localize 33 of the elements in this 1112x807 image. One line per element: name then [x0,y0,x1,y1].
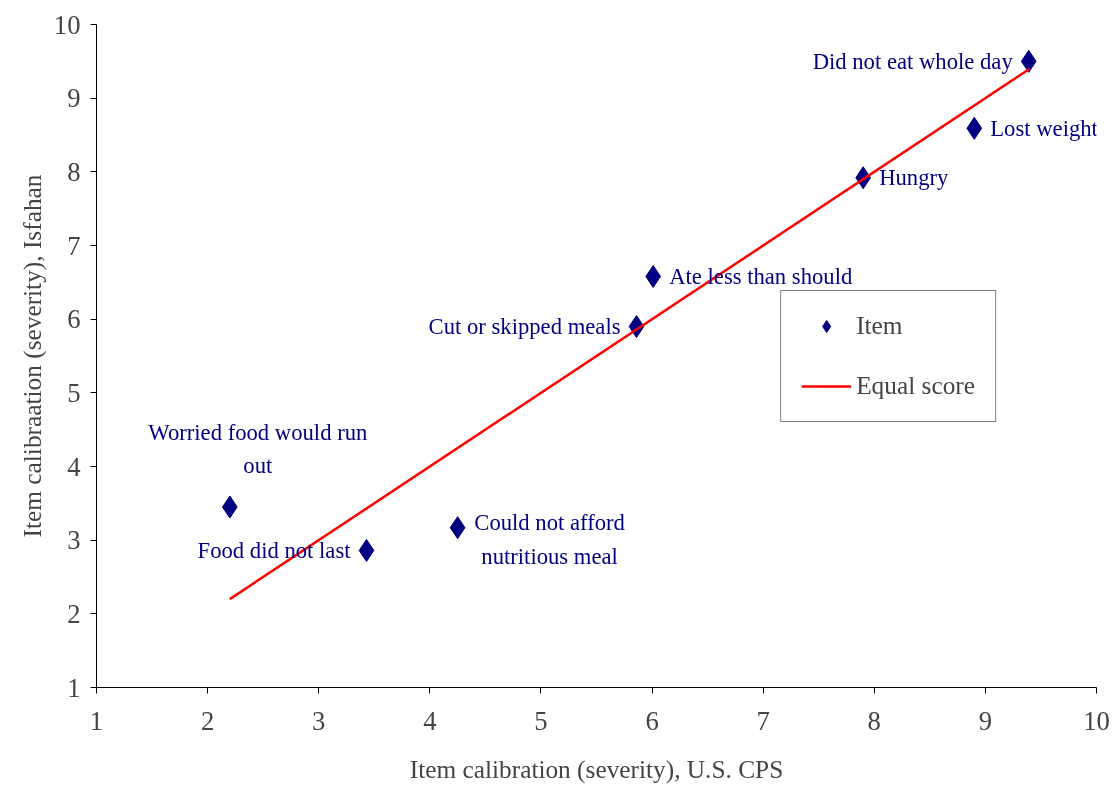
x-tick-label: 9 [978,705,993,736]
y-tick-label: 6 [67,304,81,335]
annotation: Did not eat whole day [812,48,1014,74]
annotation: Could not afford nutritious meal [474,510,626,570]
annotation: Hungry [879,165,950,191]
y-tick-label: 8 [67,156,81,187]
point [966,116,983,140]
x-tick-label: 10 [1083,705,1110,736]
x-tick-label: 7 [756,705,770,736]
x-tick-label: 6 [645,705,659,736]
x-tick-label: 4 [423,705,437,736]
x-tick-label: 2 [200,705,215,736]
y-tick-label: 9 [67,83,81,114]
x-axis-title: Item calibration (severity), U.S. CPS [409,754,784,784]
x-tick-label: 3 [312,705,326,736]
y-axis-title: Item calibraation (severity), Isfahan [17,174,47,538]
point [1020,49,1037,73]
point [449,516,466,540]
x-tick-label: 1 [89,705,104,736]
y-tick-label: 5 [67,377,81,408]
annotation: Cut or skipped meals [428,314,621,340]
y-tick-label: 10 [53,9,81,40]
legend-label: Item [856,311,903,340]
point [358,538,375,562]
y-tick-label: 2 [67,598,81,629]
annotation: Worried food would run out [148,419,368,479]
x-tick-label: 5 [534,705,548,736]
y-tick-label: 4 [67,451,81,482]
y-tick-label: 7 [67,230,81,261]
y-tick-label: 1 [67,672,81,703]
y-tick-label: 3 [67,525,81,556]
x-tick-label: 8 [867,705,881,736]
legend-label: Equal score [856,371,975,400]
